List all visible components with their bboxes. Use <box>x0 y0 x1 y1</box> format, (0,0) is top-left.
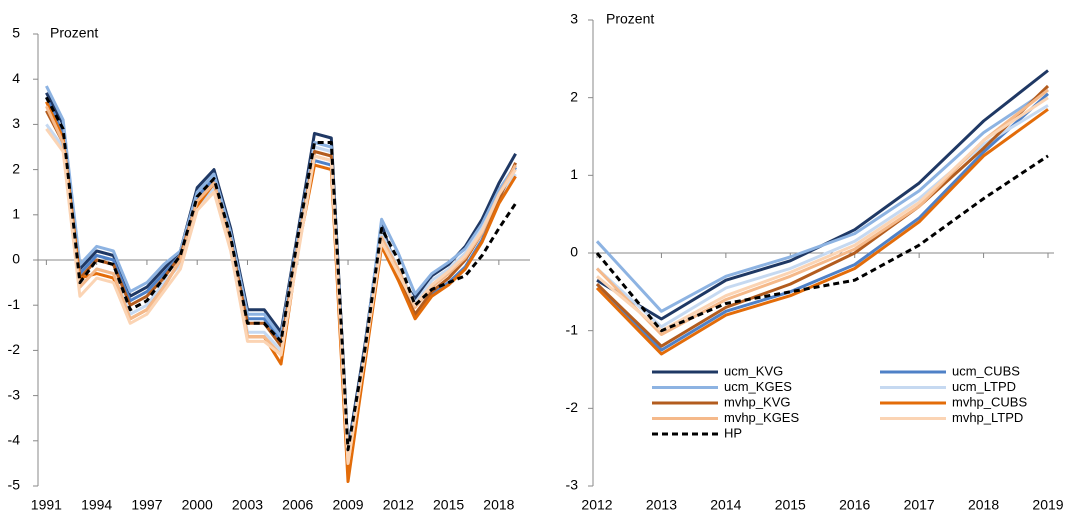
x-tick-label: 2006 <box>282 497 313 513</box>
legend-label: mvhp_KGES <box>724 410 799 425</box>
legend-label: mvhp_KVG <box>724 394 790 409</box>
y-tick-label: 5 <box>12 25 20 41</box>
legend-label: ucm_KVG <box>724 363 783 378</box>
y-tick-label: 2 <box>570 88 578 104</box>
y-axis-title: Prozent <box>606 11 654 27</box>
y-tick-label: -3 <box>8 386 21 402</box>
x-tick-label: 1994 <box>81 497 112 513</box>
x-tick-label: 2018 <box>483 497 514 513</box>
series-line <box>595 88 1049 313</box>
x-tick-label: 2016 <box>839 497 870 513</box>
series-line <box>595 92 1050 352</box>
y-tick-label: 0 <box>12 251 20 267</box>
legend-label: mvhp_LTPD <box>952 410 1023 425</box>
x-tick-label: 2018 <box>968 497 999 513</box>
series-line <box>45 128 517 465</box>
x-tick-label: 2009 <box>332 497 363 513</box>
legend-label: ucm_CUBS <box>952 363 1020 378</box>
y-tick-label: -1 <box>566 321 579 337</box>
y-tick-label: -2 <box>566 399 579 415</box>
y-axis-title: Prozent <box>50 25 98 41</box>
x-tick-label: 2019 <box>1032 497 1063 513</box>
y-tick-label: 1 <box>570 166 578 182</box>
x-tick-label: 2003 <box>232 497 263 513</box>
x-tick-label: 1991 <box>31 497 62 513</box>
legend-label: HP <box>724 425 742 440</box>
y-tick-label: -4 <box>8 432 21 448</box>
series-line <box>595 154 1049 333</box>
y-tick-label: 3 <box>12 115 20 131</box>
y-tick-label: 0 <box>570 244 578 260</box>
legend-label: ucm_LTPD <box>952 379 1016 394</box>
series-line <box>45 96 517 452</box>
series-line <box>45 85 517 456</box>
y-tick-label: -3 <box>566 477 579 493</box>
x-tick-label: 1997 <box>131 497 162 513</box>
y-tick-label: -5 <box>8 477 21 493</box>
x-tick-label: 2012 <box>383 497 414 513</box>
legend-label: ucm_KGES <box>724 379 792 394</box>
x-tick-label: 2017 <box>904 497 935 513</box>
x-tick-label: 2012 <box>581 497 612 513</box>
x-tick-label: 2013 <box>646 497 677 513</box>
x-tick-label: 2015 <box>775 497 806 513</box>
x-tick-label: 2000 <box>182 497 213 513</box>
series-line <box>595 108 1049 356</box>
series-line <box>595 84 1050 348</box>
x-tick-label: 2014 <box>710 497 741 513</box>
y-tick-label: -1 <box>8 296 21 312</box>
x-tick-label: 2015 <box>433 497 464 513</box>
y-tick-label: 3 <box>570 11 578 27</box>
y-tick-label: 4 <box>12 70 20 86</box>
y-tick-label: -2 <box>8 341 21 357</box>
y-tick-label: 1 <box>12 206 20 222</box>
legend-label: mvhp_CUBS <box>952 394 1027 409</box>
y-tick-label: 2 <box>12 160 20 176</box>
